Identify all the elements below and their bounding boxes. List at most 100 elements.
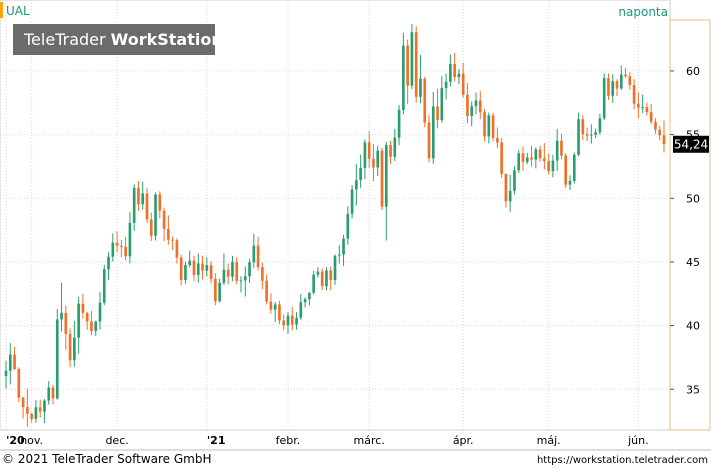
candle-body — [637, 103, 640, 108]
candle — [496, 127, 499, 149]
candle-body — [406, 45, 409, 86]
source-url[interactable]: https://workstation.teletrader.com — [537, 455, 708, 466]
candle — [598, 113, 602, 135]
candle-body — [55, 319, 59, 399]
candle-body — [337, 254, 341, 256]
candle — [564, 153, 568, 188]
candle-body — [547, 161, 550, 172]
candle — [658, 125, 662, 141]
candle-body — [389, 145, 392, 157]
candle-body — [384, 145, 388, 207]
candle-body — [273, 304, 277, 310]
candle-body — [461, 73, 465, 95]
candle — [188, 250, 192, 268]
candle — [543, 143, 546, 170]
candle-body — [543, 158, 546, 162]
candle — [64, 305, 68, 350]
candle-body — [355, 180, 358, 190]
candle — [534, 147, 538, 169]
candle-body — [218, 282, 221, 302]
candle — [235, 257, 239, 285]
watermark-text: TeleTrader WorkStation — [23, 30, 223, 49]
candle-body — [449, 64, 452, 82]
candle — [342, 234, 345, 266]
candle-body — [312, 274, 315, 293]
candle — [73, 320, 76, 367]
candle — [81, 294, 85, 319]
candle-body — [120, 245, 123, 247]
candle — [372, 144, 375, 182]
candle-body — [30, 413, 33, 419]
candle-body — [94, 321, 98, 332]
candle-body — [222, 269, 226, 283]
candle — [521, 146, 525, 172]
candle-body — [457, 73, 461, 78]
candle — [8, 343, 12, 385]
candle-body — [158, 194, 162, 211]
candle — [581, 114, 585, 141]
candle-body — [303, 299, 307, 303]
candle — [196, 253, 200, 283]
candle-body — [615, 81, 619, 89]
candle — [423, 76, 427, 128]
symbol-label[interactable]: UAL — [6, 4, 30, 18]
candle-body — [235, 262, 239, 281]
candle — [402, 32, 405, 115]
candle-body — [111, 242, 115, 257]
candle-body — [243, 276, 247, 281]
candle — [231, 255, 234, 282]
candle-body — [333, 255, 337, 281]
candle — [167, 215, 170, 245]
candle — [218, 278, 221, 303]
candle-body — [308, 292, 311, 300]
candle — [568, 175, 572, 190]
candle-body — [440, 88, 444, 121]
candle — [333, 254, 337, 285]
candle-body — [248, 262, 251, 277]
candle — [85, 311, 89, 330]
candle-body — [124, 246, 127, 257]
candle-body — [149, 219, 153, 236]
candle-body — [474, 100, 478, 107]
candle-body — [363, 142, 367, 168]
last-price-badge: 54,24 — [673, 135, 709, 153]
candle-body — [649, 112, 653, 122]
candle-body — [380, 150, 384, 207]
candle-body — [137, 187, 140, 205]
candle — [607, 73, 610, 100]
candle — [414, 26, 418, 103]
candlestick-series — [4, 23, 666, 427]
candle — [478, 91, 482, 120]
candle — [431, 91, 435, 164]
candle — [410, 23, 414, 90]
candle-body — [436, 106, 439, 121]
candle-body — [372, 158, 375, 168]
candle-body — [226, 269, 230, 277]
candle — [248, 258, 251, 283]
candle — [299, 294, 303, 320]
candle-body — [261, 267, 264, 281]
candle-body — [496, 138, 499, 143]
candle-body — [551, 160, 555, 172]
candle — [453, 52, 456, 82]
candle-body — [538, 149, 542, 159]
candle — [491, 112, 495, 142]
candle — [308, 292, 311, 306]
candle-body — [68, 333, 72, 361]
candle-body — [624, 74, 627, 77]
candle — [602, 73, 606, 121]
candle — [359, 154, 362, 188]
candle — [162, 207, 166, 242]
candle — [261, 262, 264, 290]
candle-body — [508, 190, 512, 202]
candle — [226, 263, 230, 285]
price-axis-frame — [669, 19, 711, 431]
candle — [278, 300, 281, 325]
candle — [547, 153, 550, 175]
candle — [26, 388, 29, 427]
x-tick-label: jún. — [627, 434, 649, 447]
interval-label[interactable]: naponta — [618, 5, 668, 19]
candle-body — [286, 315, 290, 326]
candle-body — [444, 81, 448, 89]
